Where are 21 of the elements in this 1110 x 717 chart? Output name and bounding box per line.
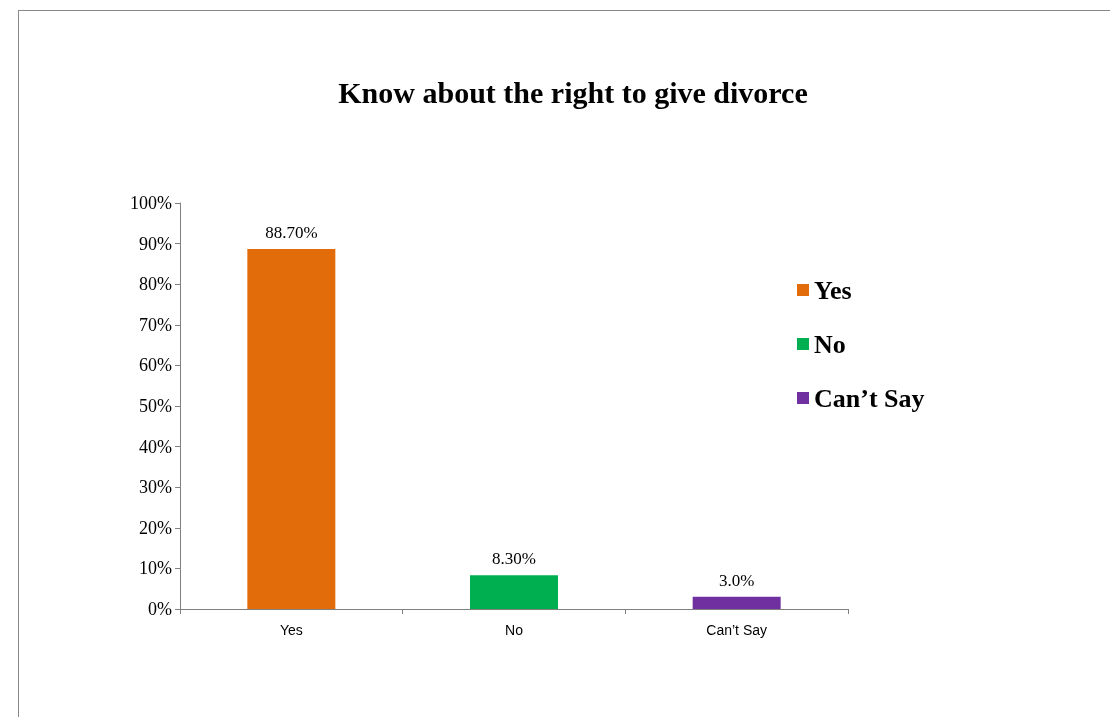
legend-label: No xyxy=(814,329,846,359)
y-tick-label: 10% xyxy=(139,558,172,579)
y-tick-label: 20% xyxy=(139,517,172,538)
chart-title: Know about the right to give divorce xyxy=(338,75,808,109)
x-tick-label: Can’t Say xyxy=(706,622,768,638)
x-tick-label: No xyxy=(505,622,524,638)
legend-label: Yes xyxy=(814,275,852,305)
data-label: 3.0% xyxy=(718,570,755,590)
y-tick-label: 50% xyxy=(139,396,172,416)
x-tick-label: Yes xyxy=(279,622,303,638)
y-tick-label: 30% xyxy=(139,477,172,498)
y-tick-label: 80% xyxy=(139,274,172,295)
data-label: 88.70% xyxy=(265,222,318,242)
y-tick-label: 70% xyxy=(139,314,172,335)
y-tick-label: 60% xyxy=(139,355,172,376)
y-tick-label: 0% xyxy=(148,599,172,619)
y-tick-label: 90% xyxy=(139,233,172,254)
data-label: 8.30% xyxy=(492,549,536,569)
legend-label: Can’t Say xyxy=(814,383,925,413)
y-tick-label: 100% xyxy=(130,193,172,213)
y-tick-label: 40% xyxy=(139,436,172,457)
